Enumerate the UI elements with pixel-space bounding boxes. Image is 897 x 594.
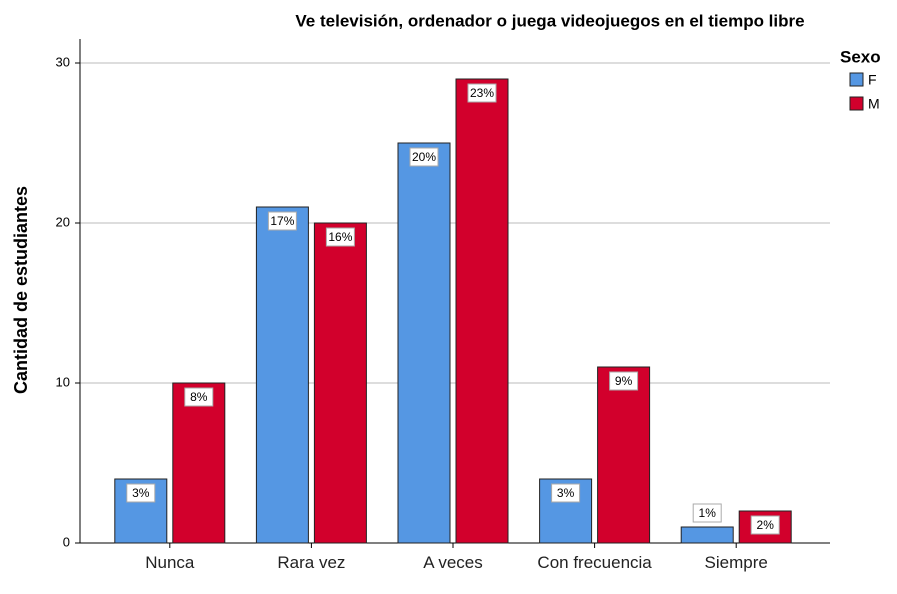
data-label-box <box>267 211 297 231</box>
data-label-box <box>692 503 722 523</box>
x-tick-label: Siempre <box>704 553 768 572</box>
x-tick-label-box: Con frecuencia <box>537 553 652 572</box>
y-axis-title: Cantidad de estudiantes <box>11 186 31 394</box>
data-label: 1% <box>699 506 717 520</box>
x-tick-label-box: Siempre <box>704 553 768 572</box>
bar <box>255 206 309 544</box>
y-tick-label: 30 <box>56 54 70 69</box>
bar <box>455 78 509 544</box>
data-label: 3% <box>557 486 575 500</box>
bar <box>397 142 451 544</box>
data-label-box <box>750 515 780 535</box>
data-label-box <box>184 387 214 407</box>
y-tick-label: 20 <box>56 214 70 229</box>
bar <box>172 382 226 544</box>
x-tick-label: Nunca <box>145 553 195 572</box>
x-tick-label: Rara vez <box>277 553 346 572</box>
bar <box>313 222 367 544</box>
x-tick-label: A veces <box>423 553 483 572</box>
x-tick-label-box: Rara vez <box>277 553 346 572</box>
bar <box>680 526 734 544</box>
y-tick-label: 0 <box>63 534 70 549</box>
data-label-box <box>409 147 439 167</box>
data-label: 16% <box>328 230 352 244</box>
data-label-box <box>609 371 639 391</box>
x-tick-label: Con frecuencia <box>537 553 652 572</box>
data-label: 3% <box>132 486 150 500</box>
data-label: 8% <box>190 390 208 404</box>
data-label: 9% <box>615 374 633 388</box>
data-label: 2% <box>757 518 775 532</box>
data-label: 23% <box>470 86 494 100</box>
chart-title: Ve televisión, ordenador o juega videoju… <box>295 11 804 30</box>
bar <box>597 366 651 544</box>
data-label-box <box>325 227 355 247</box>
data-label: 20% <box>412 150 436 164</box>
data-label-box <box>551 483 581 503</box>
legend-swatch <box>849 72 864 87</box>
data-label-box <box>126 483 156 503</box>
x-tick-label-box: Nunca <box>145 553 195 572</box>
x-tick-label-box: A veces <box>423 553 483 572</box>
data-label: 17% <box>270 214 294 228</box>
data-label-box <box>467 83 497 103</box>
legend-title: Sexo <box>840 47 881 66</box>
y-tick-label: 10 <box>56 374 70 389</box>
legend-label: M <box>868 96 880 112</box>
legend-label: F <box>868 72 877 88</box>
legend-swatch <box>849 96 864 111</box>
